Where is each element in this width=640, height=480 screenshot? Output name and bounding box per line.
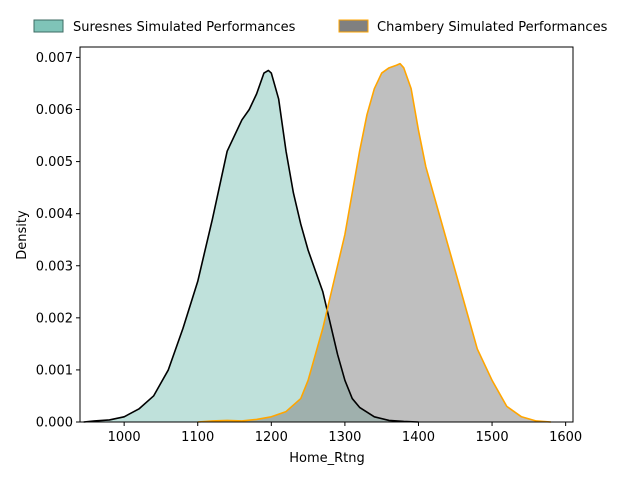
legend-label-chambery: Chambery Simulated Performances <box>377 20 608 35</box>
legend-label-suresnes: Suresnes Simulated Performances <box>73 20 296 35</box>
x-axis-ticks: 1000 1100 1200 1300 1400 1500 1600 <box>108 422 582 445</box>
density-lines <box>83 62 551 423</box>
y-tick-label: 0.005 <box>36 155 73 170</box>
x-tick-label: 1200 <box>255 430 288 445</box>
density-area-suresnes <box>83 70 419 422</box>
y-axis-label: Density <box>15 210 30 260</box>
y-tick-label: 0.007 <box>36 51 73 66</box>
legend: Suresnes Simulated Performances Chambery… <box>33 19 608 35</box>
x-tick-label: 1100 <box>181 430 214 445</box>
y-axis-ticks: 0.000 0.001 0.002 0.003 0.004 0.005 0.006 0.007 <box>36 51 80 431</box>
x-tick-label: 1000 <box>108 430 141 445</box>
density-line-suresnes <box>83 69 419 423</box>
density-fills <box>83 63 551 423</box>
x-tick-label: 1400 <box>402 430 435 445</box>
y-tick-label: 0.002 <box>36 311 73 326</box>
density-area-chambery <box>197 63 551 423</box>
plot-area <box>79 46 574 423</box>
x-tick-label: 1600 <box>549 430 582 445</box>
x-tick-label: 1300 <box>328 430 361 445</box>
legend-swatch-chambery <box>338 19 369 33</box>
y-tick-label: 0.000 <box>36 416 73 431</box>
y-tick-label: 0.004 <box>36 207 73 222</box>
density-line-chambery <box>197 62 551 423</box>
y-tick-label: 0.003 <box>36 259 73 274</box>
y-tick-label: 0.001 <box>36 363 73 378</box>
axes-frame <box>79 46 574 423</box>
x-tick-label: 1500 <box>476 430 509 445</box>
y-tick-label: 0.006 <box>36 103 73 118</box>
x-axis-label: Home_Rtng <box>289 451 365 466</box>
legend-swatch-suresnes <box>33 19 64 33</box>
